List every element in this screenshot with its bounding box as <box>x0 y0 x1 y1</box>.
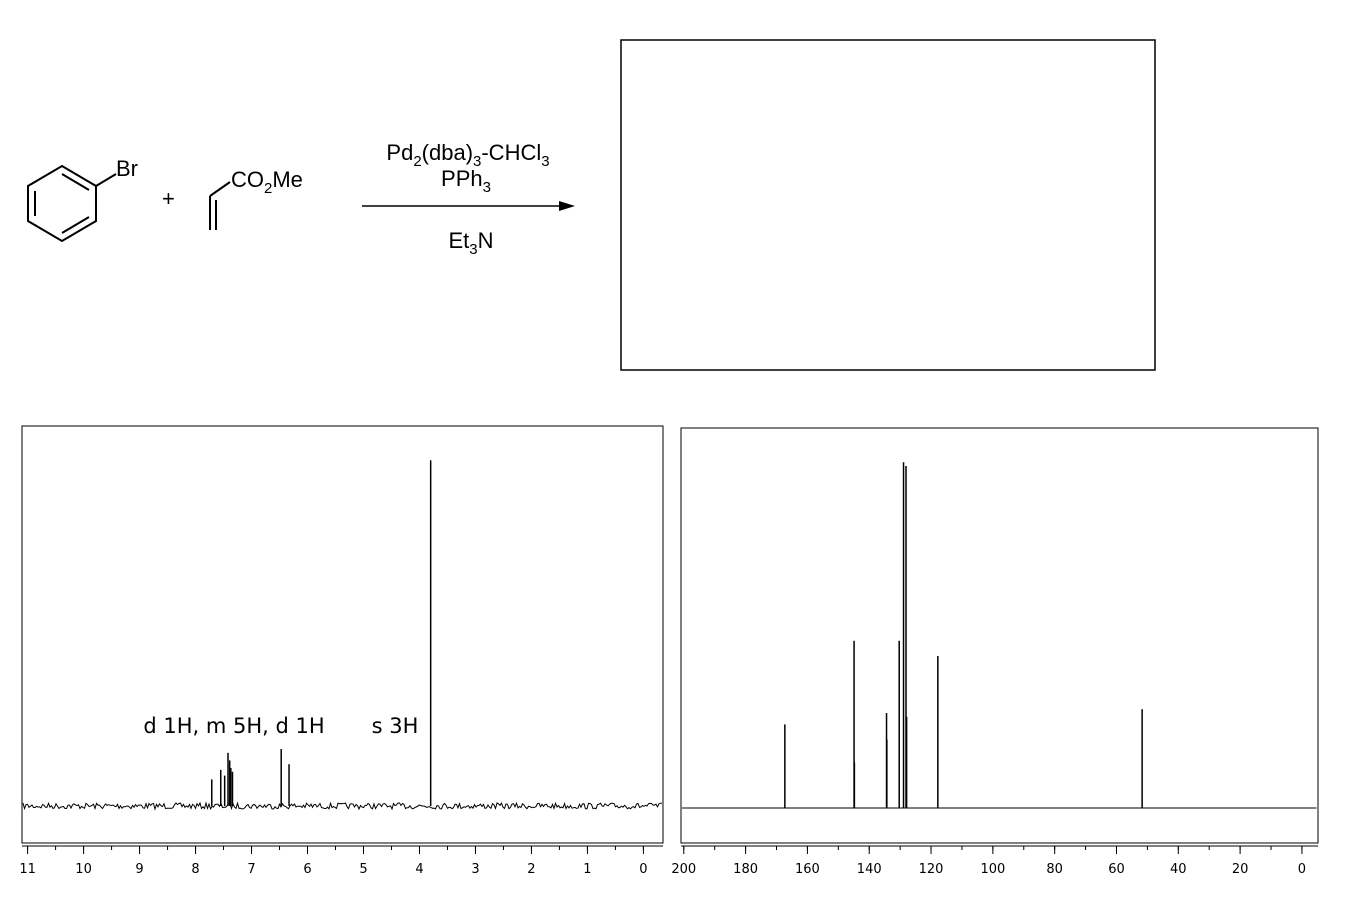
acrylate <box>209 181 231 230</box>
subscript: 3 <box>541 153 549 170</box>
x-tick-label: 40 <box>1170 862 1187 877</box>
x-tick-label: 11 <box>19 862 36 877</box>
subscript: 3 <box>473 153 481 170</box>
catalyst: Pd2(dba)3-CHCl3 <box>386 140 549 170</box>
x-tick-label: 8 <box>191 862 199 877</box>
text: Pd <box>386 140 413 165</box>
text: CO <box>231 167 264 192</box>
x-tick-label: 10 <box>75 862 92 877</box>
x-tick-label: 0 <box>639 862 647 877</box>
plot-frame <box>21 425 664 844</box>
x-tick-label: 100 <box>980 862 1005 877</box>
x-tick-label: 5 <box>359 862 367 877</box>
x-tick-label: 160 <box>795 862 820 877</box>
x-tick-label: 9 <box>135 862 143 877</box>
text: N <box>478 228 494 253</box>
x-tick-label: 140 <box>857 862 882 877</box>
text: PPh <box>441 166 483 191</box>
x-tick-label: 6 <box>303 862 311 877</box>
plus: + <box>162 186 175 211</box>
annotation: s 3H <box>372 714 419 738</box>
subscript: 3 <box>469 241 477 258</box>
subscript: 3 <box>483 179 491 196</box>
x-tick-label: 200 <box>671 862 696 877</box>
annotation: d 1H, m 5H, d 1H <box>143 714 324 738</box>
x-tick-label: 0 <box>1298 862 1306 877</box>
x-tick-label: 20 <box>1232 862 1249 877</box>
x-tick-label: 4 <box>415 862 423 877</box>
text: -CHCl <box>481 140 541 165</box>
x-tick-label: 60 <box>1108 862 1125 877</box>
answer-box <box>620 39 1156 371</box>
reactant2: CO2Me <box>231 167 303 197</box>
bromobenzene <box>27 164 117 243</box>
ligand: PPh3 <box>441 166 491 196</box>
text: Et <box>448 228 469 253</box>
x-tick-label: 2 <box>527 862 535 877</box>
x-tick-label: 180 <box>733 862 758 877</box>
x-tick-label: 3 <box>471 862 479 877</box>
plot-frame <box>680 427 1319 844</box>
x-tick-label: 120 <box>919 862 944 877</box>
subscript: 2 <box>413 153 421 170</box>
text: (dba) <box>422 140 473 165</box>
text: Me <box>272 167 303 192</box>
reactant1: Br <box>116 156 138 181</box>
x-tick-label: 80 <box>1046 862 1063 877</box>
x-tick-label: 1 <box>583 862 591 877</box>
subscript: 2 <box>264 180 272 197</box>
arrow-head <box>559 201 575 211</box>
baseline <box>22 801 663 811</box>
base: Et3N <box>448 228 493 258</box>
x-tick-label: 7 <box>247 862 255 877</box>
